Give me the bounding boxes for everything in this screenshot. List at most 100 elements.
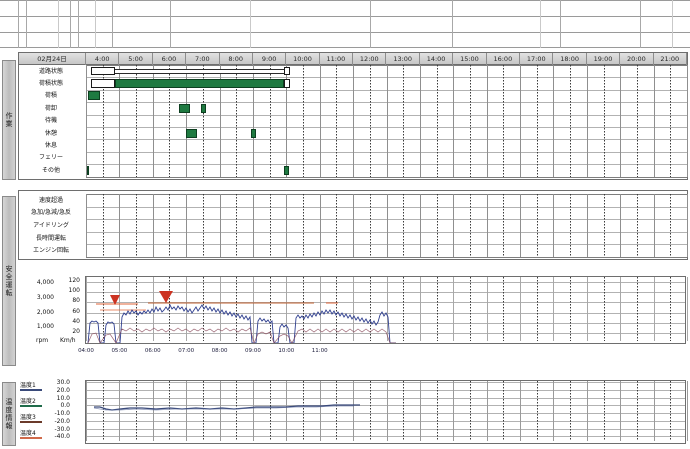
temp-hour-line-9 (386, 381, 388, 441)
rpm-tick-2000: 2,000 (36, 308, 54, 316)
grid-vline (95, 0, 96, 48)
temp-halfhour-line-7 (336, 381, 338, 441)
safety-hour-line-2 (152, 194, 154, 257)
safety-hour-line-3 (186, 194, 188, 257)
temp-grid-5 (86, 420, 685, 422)
safety-halfhour-line-5 (269, 194, 271, 257)
speed-unit: Km/h (60, 337, 76, 344)
work-bar-load-1 (87, 91, 100, 101)
work-row-label-6: 休息 (44, 142, 57, 149)
speed-xtick-0700: 07:00 (178, 348, 195, 354)
speed-hour-line-17 (653, 277, 655, 341)
work-bar-road-end (283, 67, 290, 75)
temp-hour-line-5 (252, 381, 254, 441)
speed-plot-area (85, 276, 688, 344)
speed-hour-line-12 (486, 277, 488, 341)
speed-halfhour-line-6 (303, 277, 305, 341)
temp-grid-1 (86, 389, 685, 391)
speed-hour-line-10 (419, 277, 421, 341)
speed-hour-line-2 (152, 277, 154, 341)
safety-hour-line-6 (286, 194, 288, 257)
safety-row-label-4: エンジン回転 (32, 247, 69, 255)
safety-halfhour-line-6 (303, 194, 305, 257)
safety-halfhour-line-12 (503, 194, 505, 257)
safety-halfhour-line-9 (403, 194, 405, 257)
safety-halfhour-line-10 (436, 194, 438, 257)
rpm-unit: rpm (36, 337, 49, 344)
temp-hour-line-6 (286, 381, 288, 441)
safety-halfhour-line-8 (369, 194, 371, 257)
speed-xtick-0800: 08:00 (211, 348, 228, 354)
grid-vline (452, 0, 453, 48)
time-header-cell-1300: 13:00 (387, 53, 420, 65)
speed-hour-line-14 (553, 277, 555, 341)
speed-tick-80: 80 (72, 297, 80, 305)
safety-hour-line-14 (553, 194, 555, 257)
safety-hour-line-5 (252, 194, 254, 257)
work-hour-line-7 (319, 65, 321, 177)
temp-hour-line-8 (353, 381, 355, 441)
temp-legend-swatch-1 (20, 389, 42, 391)
work-bar-road-span (115, 68, 284, 74)
speed-halfhour-line-4 (236, 277, 238, 341)
speed-trace-svg (87, 291, 396, 343)
temp-hour-line-3 (186, 381, 188, 441)
work-row-line-bottom (86, 176, 687, 178)
work-halfhour-line-7 (336, 65, 338, 177)
safety-row-label-0: 速度超過 (38, 196, 63, 204)
speed-hour-line-15 (586, 277, 588, 341)
grid-vline (112, 0, 113, 48)
safety-halfhour-line-0 (102, 194, 104, 257)
speed-hour-line-4 (219, 277, 221, 341)
temp-hour-line-17 (653, 381, 655, 441)
work-row-label-3: 荷卸 (44, 104, 57, 112)
work-halfhour-line-5 (269, 65, 271, 177)
time-header-cell-1000: 10:00 (286, 53, 320, 65)
work-halfhour-line-12 (503, 65, 505, 177)
temp-halfhour-line-9 (403, 381, 405, 441)
work-halfhour-line-10 (436, 65, 438, 177)
work-hour-line-6 (286, 65, 288, 177)
work-halfhour-line-2 (169, 65, 171, 177)
safety-hour-line-1 (119, 194, 121, 257)
work-hour-line-2 (152, 65, 154, 177)
work-hour-line-4 (219, 65, 221, 177)
time-header-date: 02月24日 (19, 53, 86, 65)
speed-xtick-0600: 06:00 (144, 348, 161, 354)
work-bar-loadstate-span (115, 78, 284, 88)
speed-halfhour-line-10 (436, 277, 438, 341)
speed-xtick-0400: 04:00 (78, 348, 94, 354)
work-row-label-1: 荷積状態 (38, 80, 63, 87)
section-label-safety: 安全運転 (2, 196, 16, 366)
work-row-label-8: その他 (41, 166, 60, 174)
safety-hour-line-9 (386, 194, 388, 257)
rpm-tick-4000: 4,000 (36, 279, 54, 287)
temp-legend-label-1: 温度1 (20, 382, 36, 389)
speed-halfhour-line-1 (136, 277, 138, 341)
speed-tick-20: 20 (72, 327, 80, 335)
work-bar-loadstate-end (283, 78, 290, 88)
temp-grid-2 (86, 397, 685, 399)
grid-hline (0, 16, 690, 17)
speed-grid-80 (86, 302, 685, 304)
safety-hour-line-18 (687, 194, 688, 257)
safety-row-label-3: 長時間運転 (35, 234, 66, 242)
temp-tick-200: 20.0 (56, 386, 70, 394)
speed-halfhour-line-12 (503, 277, 505, 341)
temp-grid-3 (86, 405, 685, 407)
speed-hour-line-13 (520, 277, 522, 341)
speed-tick-120: 120 (68, 277, 80, 285)
speed-grid-100 (86, 292, 685, 294)
safety-hour-line-8 (353, 194, 355, 257)
temperature-chart-panel: 温度1 温度2 温度3 温度4 30.0 20.0 10.0 0.0 -10.0 -20.0 -3… (18, 378, 688, 446)
temp-hour-line-10 (419, 381, 421, 441)
safety-halfhour-line-14 (570, 194, 572, 257)
safety-hour-line-0 (86, 194, 87, 257)
work-bar-road-start (91, 67, 115, 75)
speed-rpm-chart-panel: 120 100 80 60 40 20 4,000 3,000 2,000 1,000 rpm Km/… (18, 268, 688, 366)
work-halfhour-line-13 (536, 65, 538, 177)
work-hour-line-5 (252, 65, 254, 177)
work-halfhour-line-17 (670, 65, 672, 177)
time-header-cell-900: 9:00 (253, 53, 287, 65)
